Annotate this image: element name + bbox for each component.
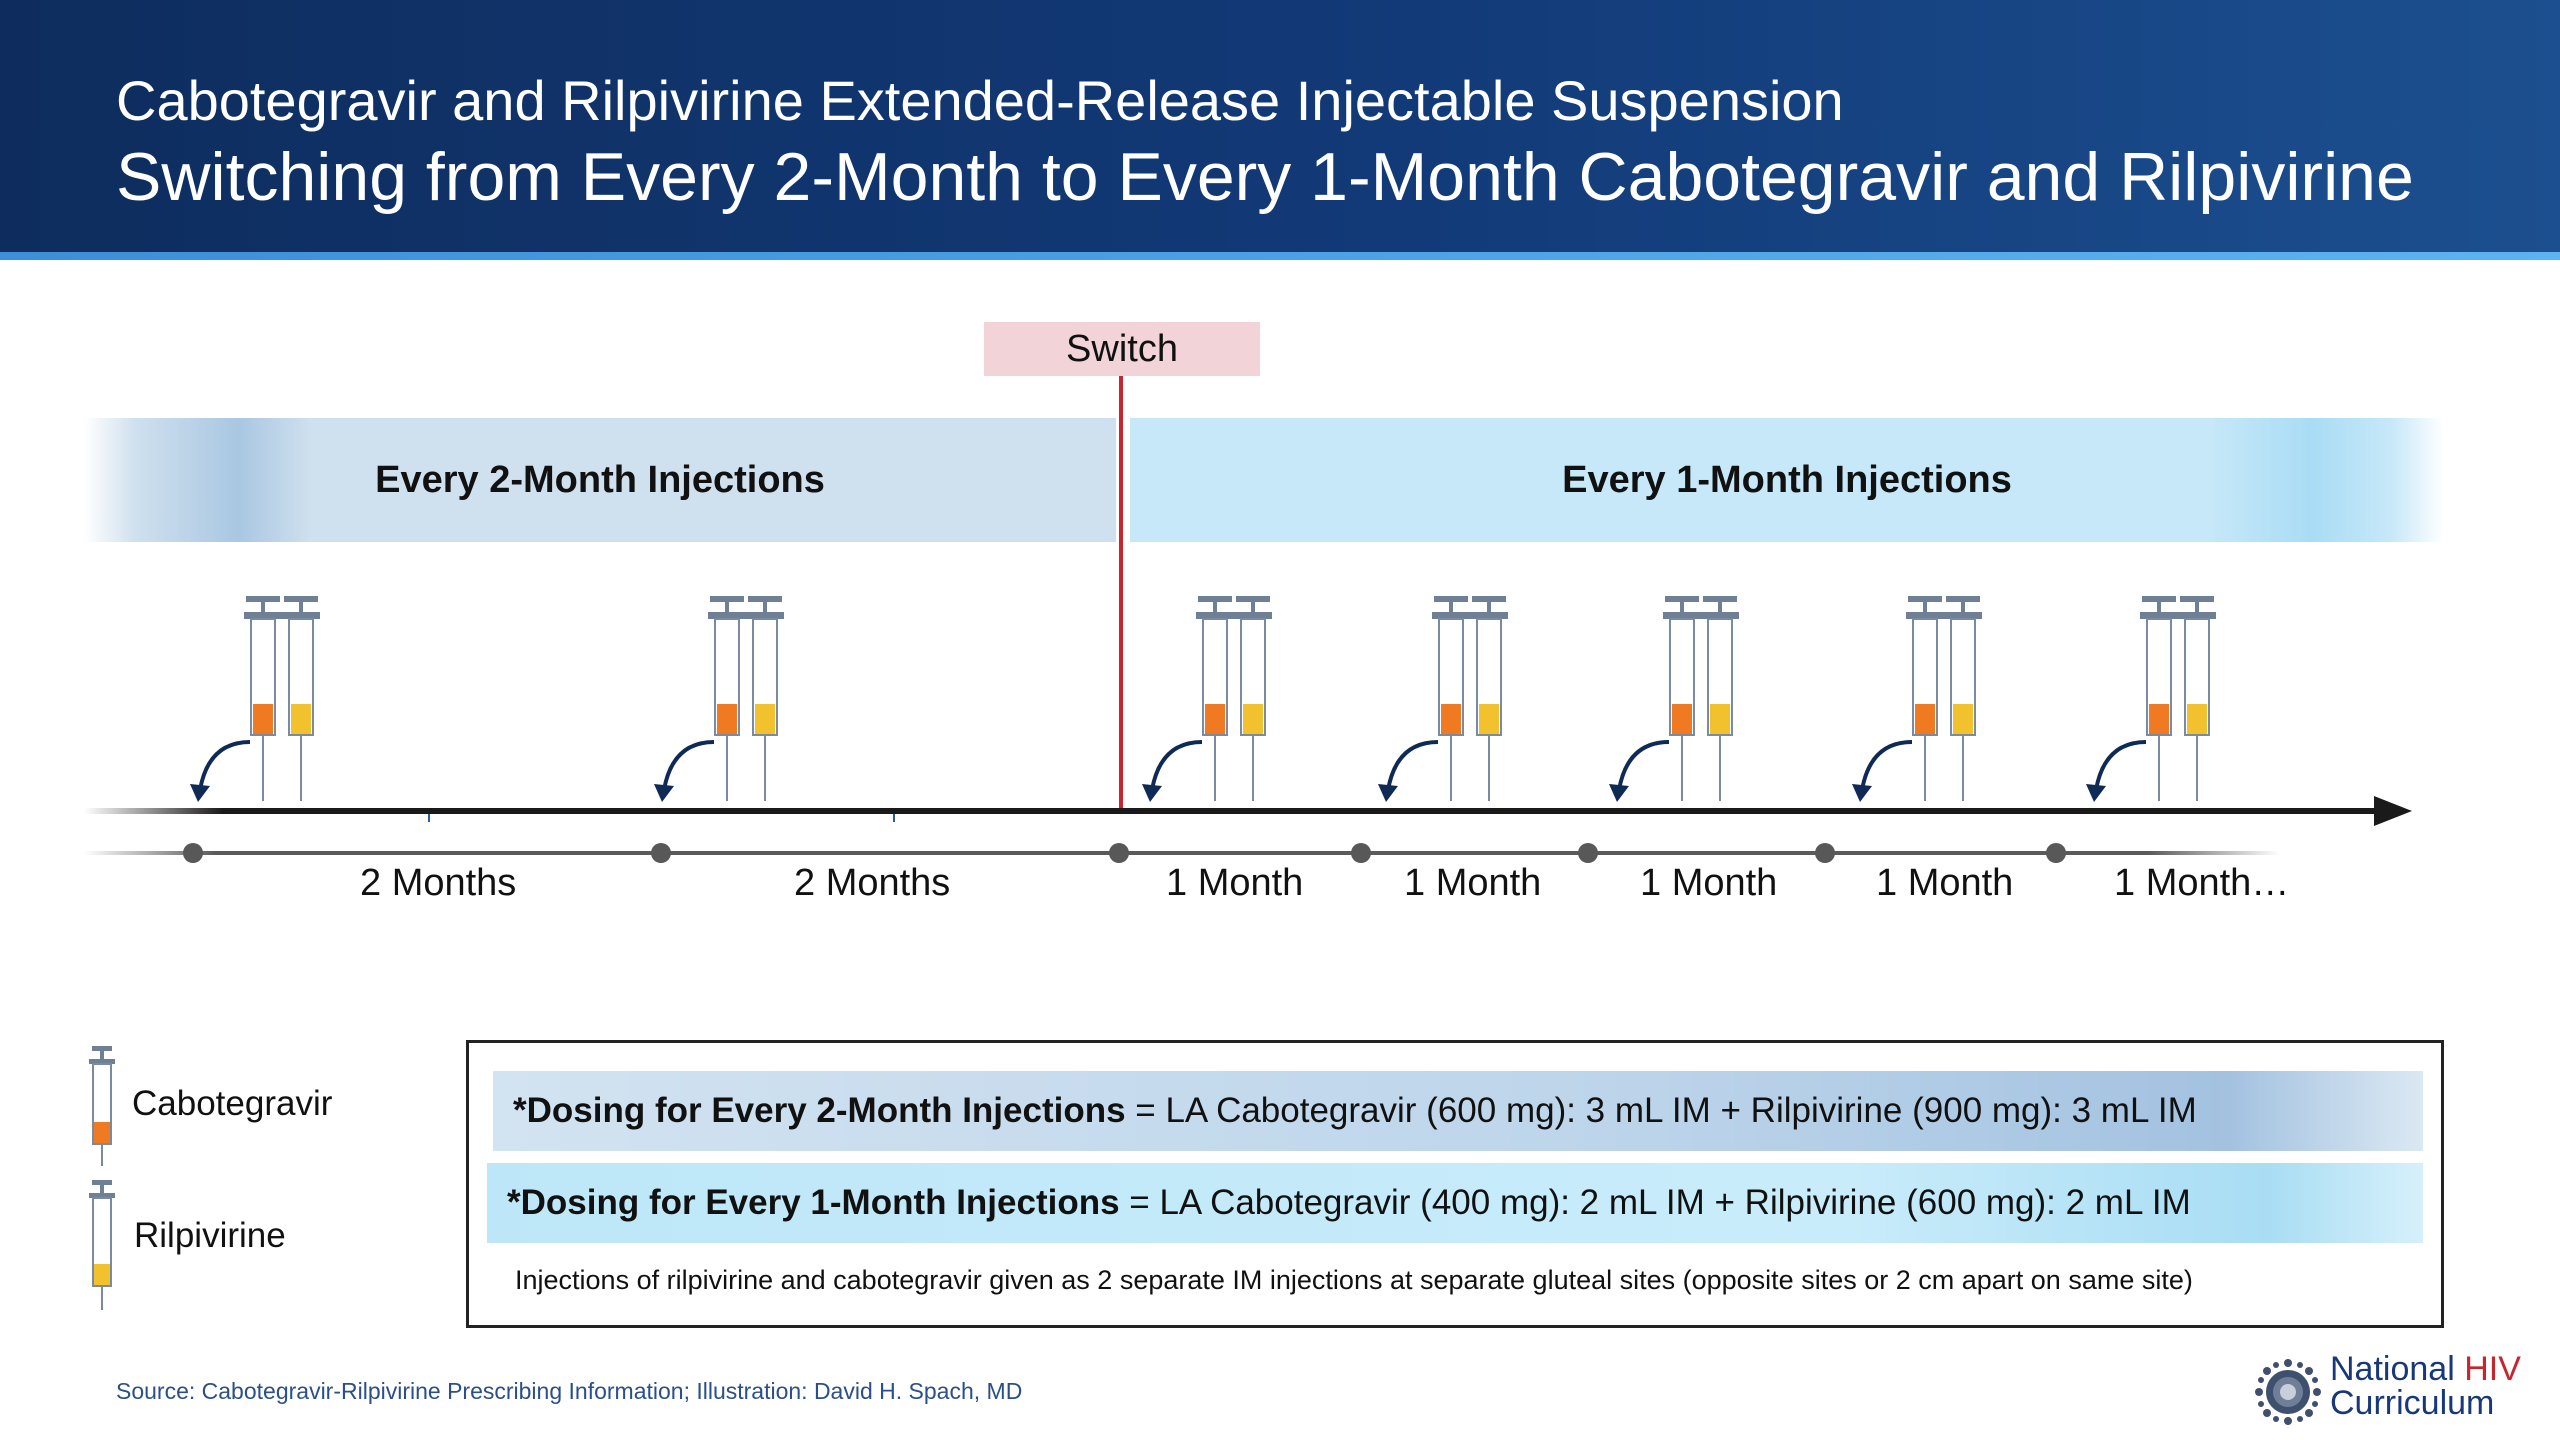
- legend-cabotegravir-label: Cabotegravir: [132, 1084, 333, 1123]
- band-every-2-month-label: Every 2-Month Injections: [375, 459, 825, 501]
- dosing-row-every-2-month-detail: = LA Cabotegravir (600 mg): 3 mL IM + Ri…: [1125, 1091, 2197, 1130]
- interval-label: 1 Month: [1404, 862, 1542, 904]
- slide-title: Switching from Every 2-Month to Every 1-…: [116, 139, 2414, 215]
- switch-line: [1119, 376, 1123, 810]
- band-every-1-month-label: Every 1-Month Injections: [1562, 459, 2012, 501]
- header-banner: Cabotegravir and Rilpivirine Extended-Re…: [0, 0, 2560, 252]
- interval-label: 1 Month…: [2114, 862, 2290, 904]
- interval-dot: [1109, 843, 1129, 863]
- legend-rilpivirine-label: Rilpivirine: [134, 1216, 286, 1255]
- slide-subtitle: Cabotegravir and Rilpivirine Extended-Re…: [116, 69, 1844, 132]
- dosing-box: *Dosing for Every 2-Month Injections = L…: [466, 1040, 2444, 1328]
- timeline-axis: [84, 808, 2394, 814]
- interval-label: 2 Months: [794, 862, 951, 904]
- syringe-pair-icon: [244, 596, 334, 806]
- brand-logo: National HIV Curriculum: [2254, 1352, 2554, 1432]
- injection-arrow-icon: [1603, 736, 1683, 806]
- syringe-pair-icon: [2140, 596, 2230, 806]
- interval-dot: [1578, 843, 1598, 863]
- dosing-row-every-1-month-heading: *Dosing for Every 1-Month Injections: [507, 1183, 1120, 1222]
- syringe-pair-icon: [1196, 596, 1286, 806]
- band-every-2-month: Every 2-Month Injections: [84, 418, 1116, 542]
- injection-arrow-icon: [184, 736, 264, 806]
- rilpivirine-syringe-icon: [88, 1180, 116, 1310]
- switch-label: Switch: [984, 322, 1260, 376]
- header-accent-bar: [0, 252, 2560, 260]
- interval-label: 1 Month: [1640, 862, 1778, 904]
- timeline-arrowhead: [2374, 796, 2412, 826]
- dosing-row-every-2-month-heading: *Dosing for Every 2-Month Injections: [513, 1091, 1126, 1130]
- brand-name-national: National: [2330, 1350, 2465, 1388]
- interval-dot: [2046, 843, 2066, 863]
- timeline-minor-tick: [428, 814, 430, 822]
- interval-label: 2 Months: [360, 862, 517, 904]
- injection-arrow-icon: [1136, 736, 1216, 806]
- brand-name: National HIV Curriculum: [2330, 1352, 2521, 1420]
- syringe-pair-icon: [1432, 596, 1522, 806]
- brand-name-hiv: HIV: [2464, 1350, 2521, 1388]
- cabotegravir-syringe-icon: [88, 1046, 116, 1166]
- interval-dot: [651, 843, 671, 863]
- interval-label: 1 Month: [1166, 862, 1304, 904]
- syringe-pair-icon: [708, 596, 798, 806]
- brand-name-curriculum: Curriculum: [2330, 1384, 2495, 1422]
- syringe-pair-icon: [1906, 596, 1996, 806]
- interval-dot: [183, 843, 203, 863]
- injection-arrow-icon: [1372, 736, 1452, 806]
- interval-scale: [84, 851, 2280, 855]
- interval-label: 1 Month: [1876, 862, 2014, 904]
- injection-arrow-icon: [648, 736, 728, 806]
- dosing-note: Injections of rilpivirine and cabotegrav…: [515, 1265, 2193, 1295]
- syringe-pair-icon: [1663, 596, 1753, 806]
- source-citation: Source: Cabotegravir-Rilpivirine Prescri…: [116, 1378, 1023, 1404]
- dosing-row-every-1-month: *Dosing for Every 1-Month Injections = L…: [487, 1163, 2423, 1243]
- injection-arrow-icon: [1846, 736, 1926, 806]
- injection-arrow-icon: [2080, 736, 2160, 806]
- interval-dot: [1351, 843, 1371, 863]
- brand-gear-icon: [2255, 1359, 2321, 1425]
- band-every-1-month: Every 1-Month Injections: [1130, 418, 2444, 542]
- dosing-row-every-2-month: *Dosing for Every 2-Month Injections = L…: [493, 1071, 2423, 1151]
- interval-dot: [1815, 843, 1835, 863]
- dosing-row-every-1-month-detail: = LA Cabotegravir (400 mg): 2 mL IM + Ri…: [1119, 1183, 2191, 1222]
- timeline-minor-tick: [893, 814, 895, 822]
